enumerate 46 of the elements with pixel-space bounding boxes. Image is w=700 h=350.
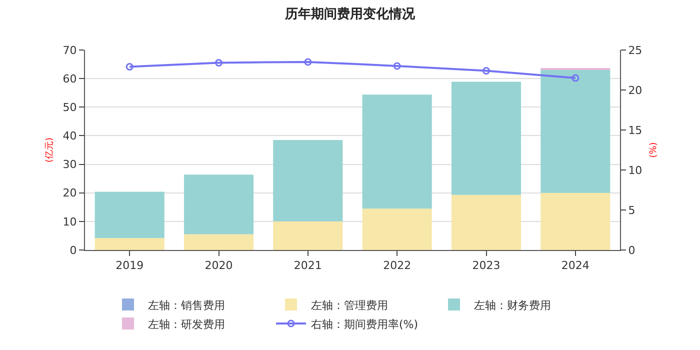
point	[572, 74, 580, 82]
point	[393, 62, 401, 70]
y-tick-label: 60	[62, 72, 77, 86]
y-tick-label: 10	[62, 215, 77, 228]
x-tick-label: 2023	[472, 259, 500, 272]
x-tick-label: 2024	[561, 259, 590, 272]
x-tick-label: 2021	[294, 259, 322, 272]
bar	[94, 192, 164, 238]
legend-label: 左轴：管理费用	[311, 298, 388, 312]
x-tick-label: 2022	[383, 259, 412, 272]
bar	[540, 192, 610, 250]
x-tick-label: 2020	[204, 259, 233, 272]
bar	[362, 94, 432, 209]
y-tick-label: 30	[62, 158, 77, 172]
bar	[273, 140, 343, 222]
bar	[94, 238, 164, 250]
y-tick-label: 70	[62, 44, 77, 57]
bar	[184, 234, 254, 250]
point	[482, 67, 490, 75]
bar	[540, 69, 610, 193]
y-axis-title: (亿元)	[44, 137, 56, 163]
x-tick-label: 2019	[116, 259, 144, 272]
bar	[451, 82, 522, 195]
chart-title: 历年期间费用变化情况	[284, 6, 416, 22]
y-tick-label: 50	[62, 100, 77, 114]
y2-tick-label: 10	[628, 164, 642, 177]
y2-tick-label: 0	[628, 244, 636, 257]
y-tick-label: 0	[70, 244, 77, 257]
legend-label: 左轴：研发费用	[148, 318, 225, 331]
bar	[273, 221, 343, 250]
bar	[451, 194, 522, 250]
bar	[362, 208, 432, 250]
y-tick-label: 40	[62, 130, 77, 143]
legend-label: 左轴：财务费用	[474, 298, 551, 312]
legend-label: 右轴：期间费用率(%)	[311, 318, 418, 331]
y2-tick-label: 5	[628, 204, 636, 217]
point	[126, 63, 134, 71]
y2-tick-label: 20	[628, 84, 642, 97]
y-tick-label: 20	[62, 186, 77, 200]
y2-axis-title: (%)	[649, 142, 659, 158]
bar	[184, 174, 254, 234]
y2-tick-label: 15	[628, 124, 642, 137]
point	[215, 59, 222, 67]
point	[304, 58, 312, 66]
legend-label: 左轴：销售费用	[148, 298, 225, 312]
y2-tick-label: 25	[628, 44, 642, 57]
